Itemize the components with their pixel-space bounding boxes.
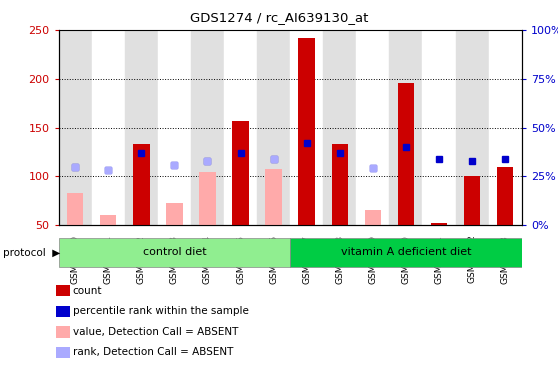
Bar (422, 30, 455, 225)
Text: count: count (73, 286, 102, 296)
Bar (257, 30, 290, 225)
Bar (323, 30, 357, 225)
Bar (67, 193, 83, 225)
Bar (299, 38, 315, 225)
Bar (100, 215, 117, 225)
Bar (455, 30, 489, 225)
Bar (364, 223, 381, 225)
Text: rank, Detection Call = ABSENT: rank, Detection Call = ABSENT (73, 348, 233, 357)
Bar (166, 202, 182, 225)
Bar (166, 202, 182, 225)
Bar (389, 30, 422, 225)
FancyBboxPatch shape (59, 238, 290, 267)
Bar (59, 30, 92, 225)
Bar (489, 30, 522, 225)
Bar (497, 166, 513, 225)
Bar (290, 30, 323, 225)
Bar (331, 144, 348, 225)
Bar (67, 193, 83, 225)
Bar (464, 176, 480, 225)
Bar (199, 220, 216, 225)
Bar (158, 30, 191, 225)
Bar (266, 223, 282, 225)
Bar (125, 30, 158, 225)
Text: vitamin A deficient diet: vitamin A deficient diet (341, 247, 471, 257)
Text: control diet: control diet (142, 247, 206, 257)
Text: GDS1274 / rc_AI639130_at: GDS1274 / rc_AI639130_at (190, 11, 368, 24)
Bar (133, 144, 150, 225)
Bar (199, 172, 216, 225)
Bar (224, 30, 257, 225)
Bar (357, 30, 389, 225)
Text: percentile rank within the sample: percentile rank within the sample (73, 306, 248, 316)
Bar (100, 217, 117, 225)
Bar (364, 210, 381, 225)
Bar (191, 30, 224, 225)
FancyBboxPatch shape (290, 238, 522, 267)
Bar (398, 82, 414, 225)
Bar (431, 223, 448, 225)
Bar (92, 30, 125, 225)
Text: protocol  ▶: protocol ▶ (3, 248, 60, 258)
Bar (266, 170, 282, 225)
Bar (232, 121, 249, 225)
Text: value, Detection Call = ABSENT: value, Detection Call = ABSENT (73, 327, 238, 337)
